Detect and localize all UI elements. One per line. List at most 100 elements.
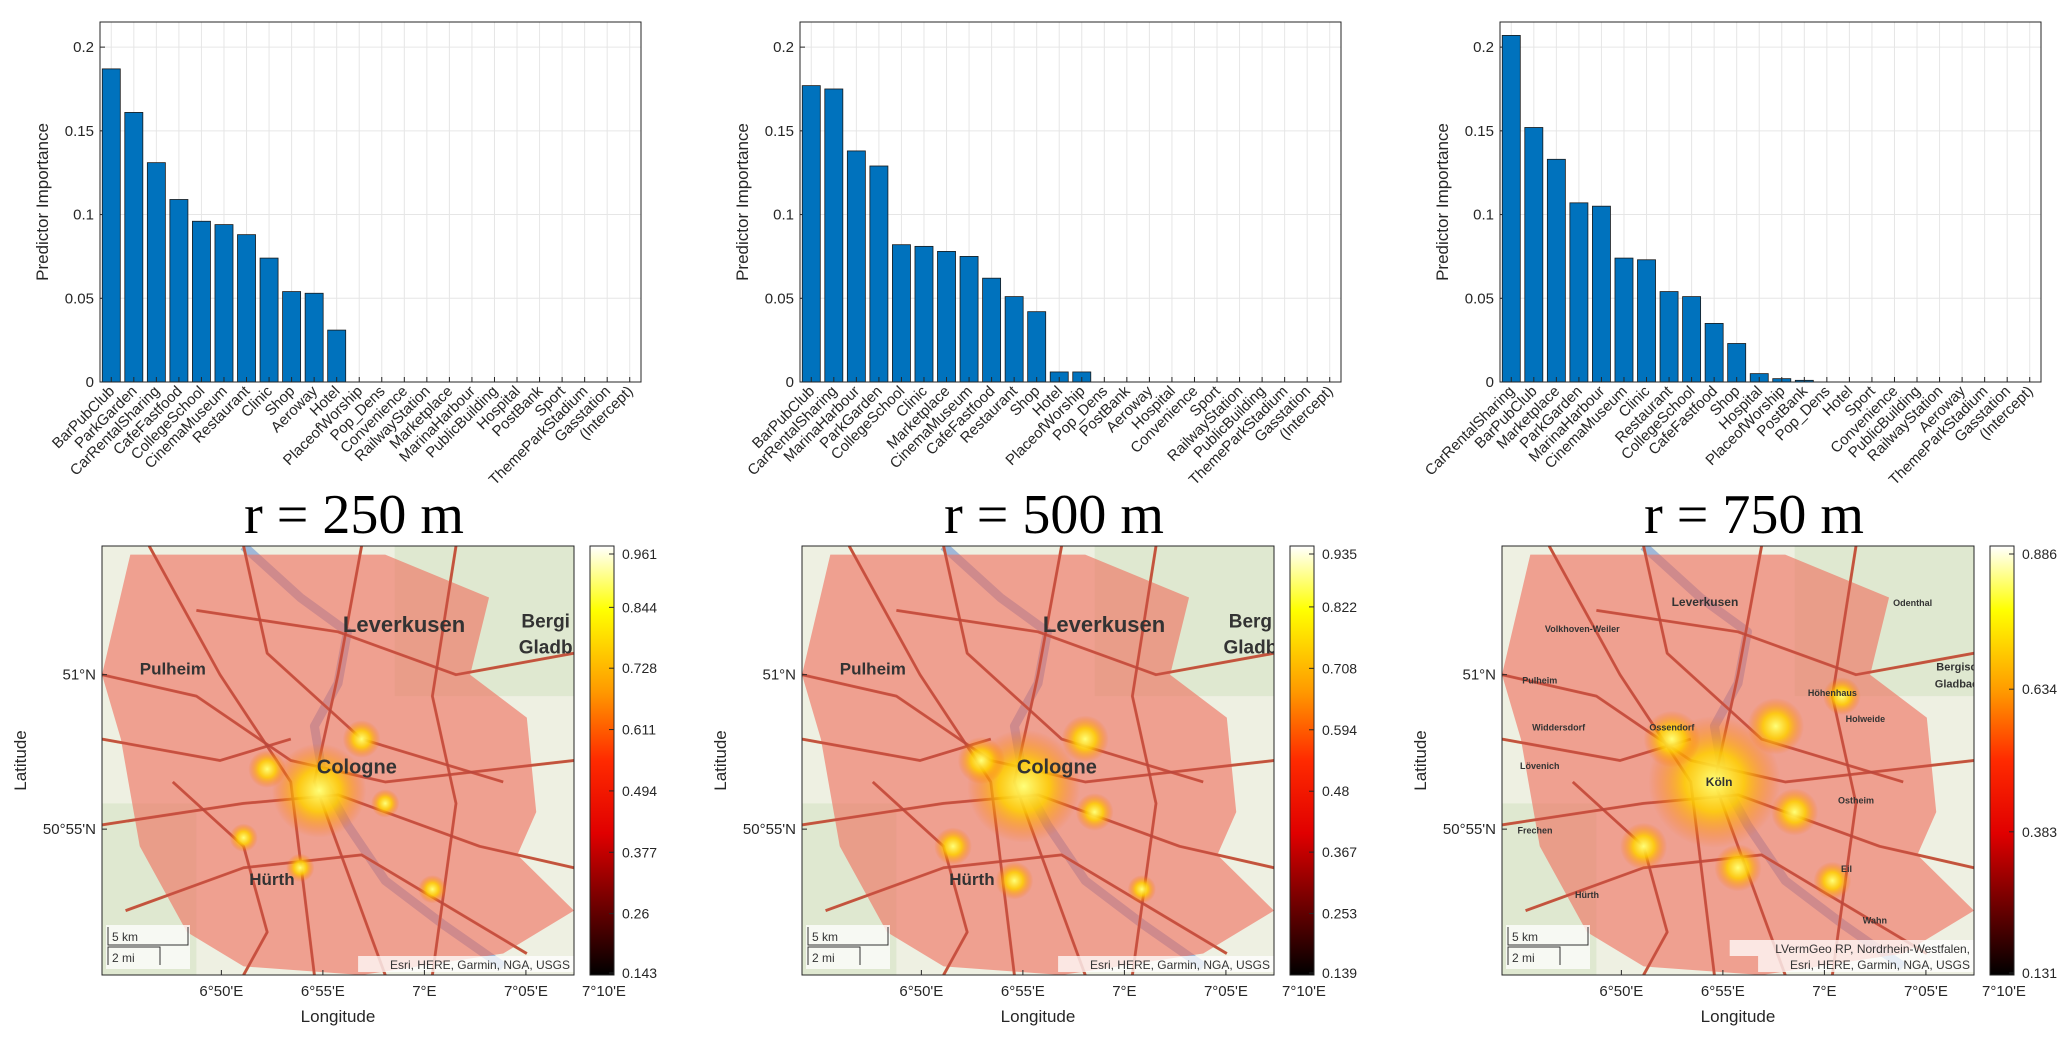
bar-chart-2: 00.050.10.150.2BarPubClubCarRentalSharin…	[733, 21, 1342, 489]
y-tick-label: 0.15	[1465, 123, 1494, 140]
lon-tick-label: 7°05'E	[1204, 983, 1248, 1000]
colorbar-gradient	[1989, 545, 2015, 976]
place-label: Odenthal	[1893, 598, 1932, 608]
bar-Hotel	[327, 329, 347, 383]
place-label: Gladbach	[1935, 679, 1985, 691]
place-label: Frechen	[1518, 825, 1553, 835]
place-label: Höhenhaus	[1808, 688, 1857, 698]
lon-tick-label: 7°E	[412, 983, 436, 1000]
place-label: Leverkusen	[1672, 595, 1739, 609]
colorbar-tick-label: 0.611	[622, 722, 656, 738]
bar-Restaurant	[1004, 296, 1024, 383]
colorbar-tick-label: 0.48	[1322, 783, 1349, 799]
hotspot	[934, 827, 972, 866]
bar-ParkGarden	[124, 112, 144, 383]
attribution: LVermGeo RP, Nordrhein-Westfalen,	[1775, 942, 1970, 956]
bar-Shop	[1027, 311, 1047, 383]
lon-tick-label: 7°E	[1812, 983, 1836, 1000]
bar-CollegeSchool	[892, 244, 911, 383]
lon-tick-label: 6°50'E	[199, 983, 243, 1000]
y-axis-label: Predictor Importance	[33, 123, 52, 281]
place-label: Ostheim	[1838, 795, 1874, 805]
bar-Aeroway	[304, 292, 324, 383]
hotspot	[1822, 677, 1861, 716]
place-label: Pulheim	[140, 660, 206, 679]
bar-Clinic	[259, 257, 279, 383]
scale-bar-mi	[107, 946, 161, 965]
place-label: Köln	[1706, 775, 1733, 789]
road-overlay	[171, 781, 269, 975]
bar-CafeFastfood	[982, 277, 1002, 383]
place-label: Hürth	[949, 870, 994, 889]
scale-label-mi: 2 mi	[812, 951, 835, 965]
road-overlay	[1571, 781, 1669, 975]
lat-tick-label: 51°N	[62, 667, 96, 684]
hotspot	[286, 853, 315, 882]
place-label: Bergisch	[1936, 661, 1983, 673]
road-overlay	[896, 609, 1274, 676]
scale-bar-mi	[807, 946, 861, 965]
y-tick-label: 0	[786, 374, 794, 391]
bar-Shop	[282, 291, 302, 383]
y-tick-label: 0.05	[1465, 290, 1494, 307]
place-label: Gladb	[519, 637, 573, 658]
y-tick-label: 0.2	[1473, 39, 1494, 56]
road-overlay	[1525, 853, 1928, 955]
colorbar-tick-label: 0.383	[2022, 824, 2057, 840]
bar-CafeFastfood	[1704, 322, 1724, 383]
road-overlay	[102, 737, 292, 762]
lon-tick-label: 6°50'E	[1599, 983, 1643, 1000]
bar-CinemaMuseum	[1614, 257, 1634, 383]
x-axis-label: Longitude	[1001, 1007, 1076, 1026]
road-overlay	[1013, 546, 1087, 975]
road-overlay	[196, 609, 574, 676]
hotspot	[1127, 875, 1156, 904]
bar-Marketplace	[937, 250, 956, 383]
y-axis-label: Latitude	[1411, 730, 1430, 791]
y-axis-label: Predictor Importance	[1433, 123, 1452, 281]
attribution: Esri, HERE, Garmin, NGA, USGS	[1090, 958, 1270, 972]
place-label: Bergi	[521, 612, 570, 633]
place-label: Hürth	[249, 870, 294, 889]
scale-bar-km	[1507, 927, 1589, 946]
bar-BarPubClub	[101, 68, 121, 383]
x-axis-label: Longitude	[301, 1007, 376, 1026]
lon-tick-label: 6°50'E	[899, 983, 943, 1000]
lat-tick-label: 50°55'N	[1443, 821, 1496, 838]
bar-CollegeSchool	[192, 220, 211, 383]
place-label: Gladb	[1223, 637, 1277, 658]
colorbar-gradient	[1289, 545, 1315, 976]
scale-bar-km	[107, 927, 189, 946]
colorbar-tick-label: 0.26	[622, 906, 649, 922]
scale-label-km: 5 km	[812, 930, 838, 944]
colorbar: 0.961 0.844 0.728 0.611 0.494 0.377 0.26 0.143	[589, 545, 657, 981]
scale-label-mi: 2 mi	[112, 951, 135, 965]
road-overlay	[1596, 609, 1974, 676]
map-panel-1: Leverkusen Pulheim Cologne Hürth Bergi Gladb 5…	[11, 545, 657, 1026]
place-label: Leverkusen	[343, 612, 465, 637]
y-tick-label: 0.15	[765, 123, 794, 140]
scale-bar: 5 km 2 mi	[806, 925, 890, 969]
attribution-bg	[358, 956, 574, 972]
bar-Clinic	[914, 245, 934, 383]
colorbar-tick-label: 0.728	[622, 660, 657, 676]
place-label: Pulheim	[840, 660, 906, 679]
map-content: Leverkusen Odenthal Volkhoven-Weiler Pulhei…	[1502, 546, 1985, 975]
lon-tick-label: 6°55'E	[301, 983, 345, 1000]
lon-tick-label: 7°10'E	[1982, 983, 2026, 1000]
hotspot	[957, 736, 1005, 785]
bar-CafeFastfood	[169, 199, 189, 383]
panel-title: r = 500 m	[944, 484, 1164, 546]
bar-Shop	[1727, 343, 1747, 383]
y-tick-label: 0.1	[773, 207, 794, 224]
y-tick-label: 0.2	[773, 39, 794, 56]
lat-tick-label: 50°55'N	[43, 821, 96, 838]
scale-label-km: 5 km	[1512, 930, 1538, 944]
plot-area	[1500, 22, 2041, 382]
lon-tick-label: 7°10'E	[1282, 983, 1326, 1000]
scale-bar: 5 km 2 mi	[106, 925, 190, 969]
hotspot	[271, 743, 367, 838]
scale-bar-km	[807, 927, 889, 946]
place-label: Berg	[1229, 612, 1272, 633]
